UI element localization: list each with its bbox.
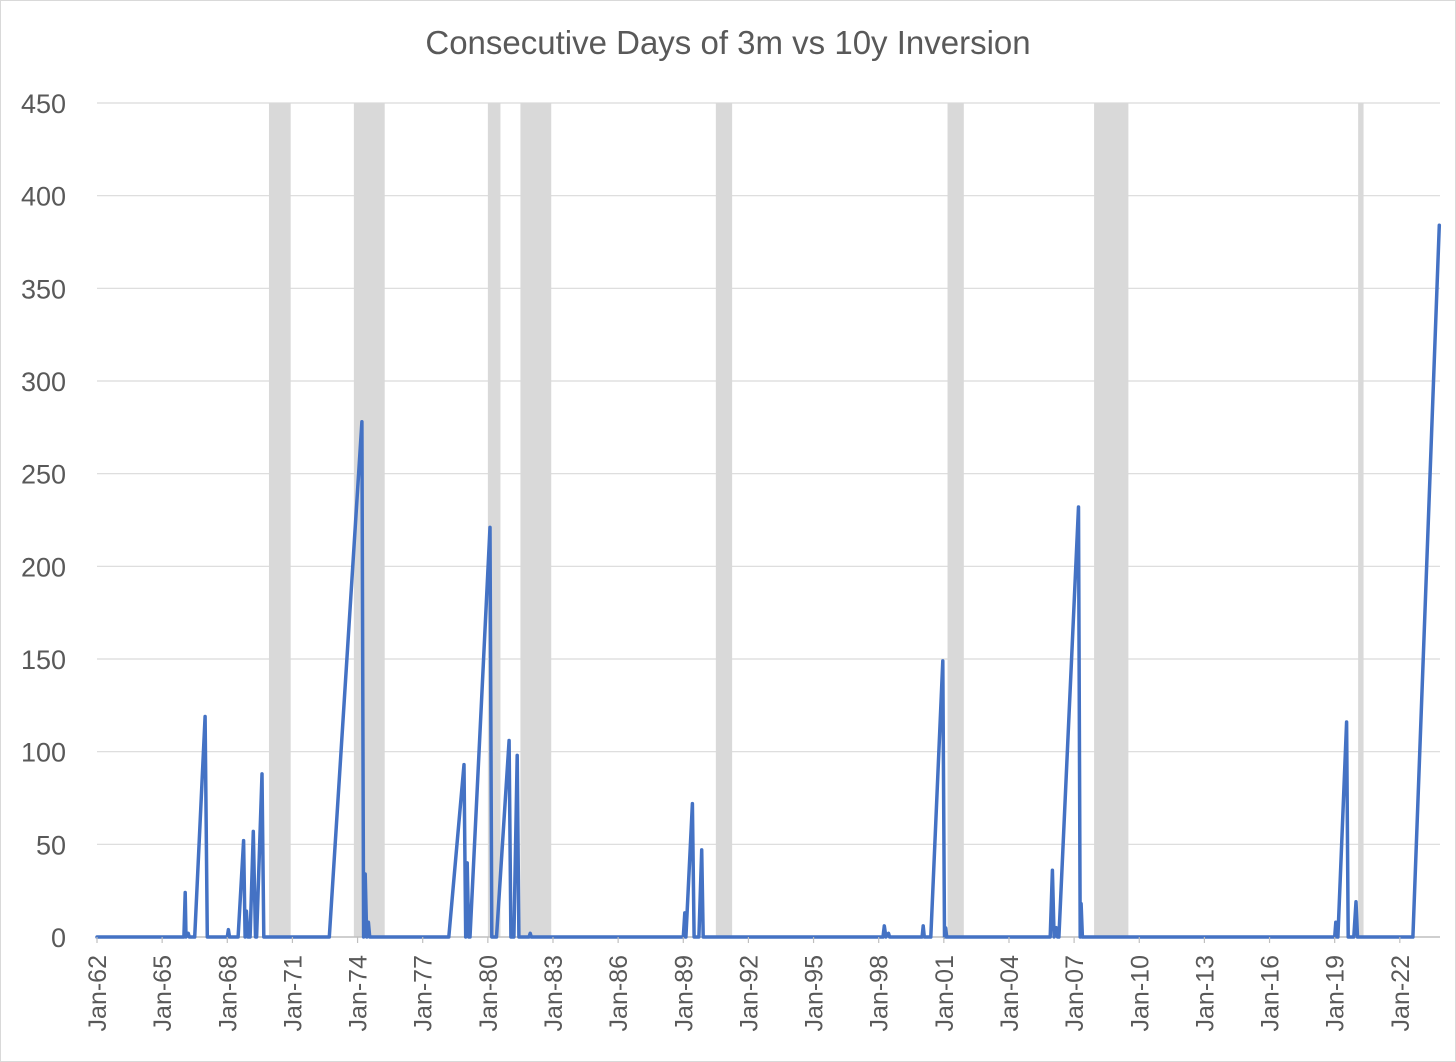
series-group: [95, 223, 1442, 939]
x-tick-label: Jan-92: [735, 955, 763, 1031]
x-tick-label: Jan-89: [670, 955, 698, 1031]
recession-band-7: [1358, 103, 1364, 937]
recession-band-5: [947, 103, 964, 937]
y-tick-label: 450: [21, 89, 66, 119]
recession-shading-group: [268, 103, 1364, 937]
y-tick-labels: 0 50 100 150 200 250 300 350 400 450: [21, 89, 66, 953]
x-tick-label: Jan-83: [540, 955, 568, 1031]
recession-band-0: [268, 103, 291, 937]
x-tick-label: Jan-77: [410, 955, 438, 1031]
y-tick-label: 300: [21, 367, 66, 397]
y-tick-label: 150: [21, 645, 66, 675]
x-tick-label: Jan-16: [1257, 955, 1285, 1031]
series-line-0: [95, 223, 1442, 939]
chart-title: Consecutive Days of 3m vs 10y Inversion: [425, 24, 1031, 61]
x-tick-label: Jan-22: [1387, 955, 1415, 1031]
gridlines-group: [97, 102, 1440, 938]
x-tick-label: Jan-10: [1126, 955, 1154, 1031]
recession-band-1: [353, 103, 385, 937]
y-tick-label: 200: [21, 552, 66, 582]
recession-band-4: [715, 103, 733, 937]
x-tick-label: Jan-19: [1322, 955, 1350, 1031]
x-tick-label: Jan-74: [345, 955, 373, 1032]
y-tick-label: 0: [51, 923, 66, 953]
x-tick-label: Jan-04: [996, 955, 1024, 1032]
y-tick-label: 50: [36, 830, 66, 860]
x-tick-labels: Jan-62 Jan-65 Jan-68 Jan-71 Jan-74 Jan-77 Jan-…: [84, 937, 1415, 1031]
recession-band-6: [1094, 103, 1129, 937]
x-tick-label: Jan-62: [84, 955, 112, 1031]
x-tick-label: Jan-07: [1061, 955, 1089, 1031]
x-tick-label: Jan-71: [279, 955, 307, 1031]
y-tick-label: 350: [21, 274, 66, 304]
x-tick-label: Jan-95: [801, 955, 829, 1031]
x-tick-label: Jan-98: [866, 955, 894, 1031]
x-tick-label: Jan-13: [1191, 955, 1219, 1031]
x-tick-label: Jan-65: [149, 955, 177, 1031]
recession-band-3: [520, 103, 552, 937]
x-tick-label: Jan-68: [214, 955, 242, 1031]
x-tick-label: Jan-01: [931, 955, 959, 1031]
y-tick-label: 250: [21, 460, 66, 490]
x-tick-label: Jan-86: [605, 955, 633, 1031]
y-tick-label: 100: [21, 738, 66, 768]
y-tick-label: 400: [21, 182, 66, 212]
x-tick-label: Jan-80: [475, 955, 503, 1031]
